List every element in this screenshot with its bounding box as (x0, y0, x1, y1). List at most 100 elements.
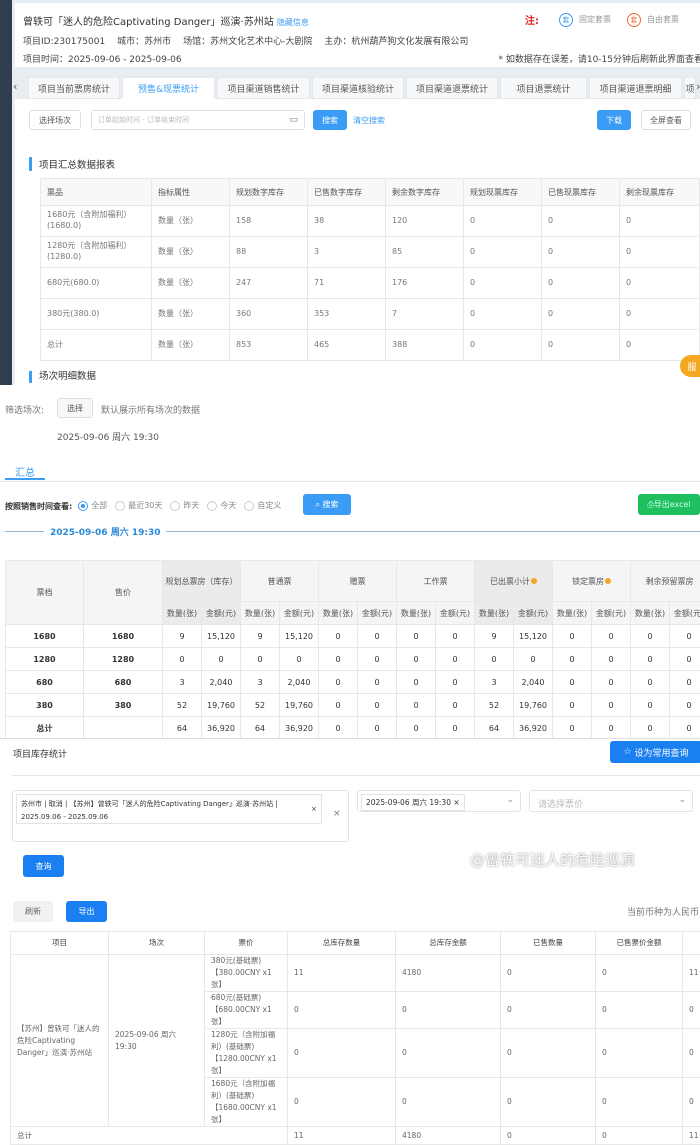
export-excel-button[interactable]: ⎙导出excel (638, 494, 700, 515)
session-select[interactable]: 2025-09-06 周六 19:30 × ⌄ (357, 790, 521, 812)
radio-icon (115, 501, 125, 511)
inventory-cell: 0 (288, 992, 396, 1029)
box-cell: 0 (592, 625, 631, 648)
clear-select-icon[interactable]: × (333, 809, 341, 819)
download-button[interactable]: 下载 (597, 110, 631, 130)
box-office-panel: 筛选场次: 选择 默认展示所有场次的数据 2025-09-06 周六 19:30… (0, 385, 700, 738)
radio-icon (170, 501, 180, 511)
subheader-cell: 金额(元) (280, 602, 319, 625)
sales-search-button[interactable]: ⌕ 搜索 (303, 494, 351, 515)
tab-0[interactable]: 项目当前票房统计 (28, 77, 120, 99)
data-warning: * 如数据存在误差，请10-15分钟后刷新此界面查看 (498, 52, 700, 65)
fullscreen-button[interactable]: 全屏查看 (641, 110, 691, 130)
inventory-cell: 0 (596, 955, 683, 992)
inventory-cell: 0 (596, 1029, 683, 1078)
box-cell: 380 (6, 694, 84, 717)
box-cell: 2,040 (202, 671, 241, 694)
remove-tag-icon[interactable]: × (311, 803, 317, 816)
inventory-cell: 0 (501, 1078, 596, 1127)
box-cell: 0 (358, 648, 397, 671)
box-cell: 52 (163, 694, 202, 717)
box-header-row: 票档售价规划总票房（库存）普通票赠票工作票已出票小计锁定票房剩余预留票房 (6, 561, 700, 602)
subheader-cell: 金额(元) (436, 602, 475, 625)
box-cell: 0 (436, 717, 475, 740)
radio-label: 最近30天 (128, 500, 162, 511)
summary-header-cell: 规划数字库存 (230, 179, 308, 206)
box-cell: 2,040 (514, 671, 553, 694)
radio-option-1[interactable]: 最近30天 (115, 500, 162, 511)
price-select[interactable]: 请选择票价 ⌄ (529, 790, 693, 812)
session-tag: 2025-09-06 周六 19:30 × (361, 794, 465, 811)
group-header-label: 赠票 (350, 577, 366, 586)
radio-label: 今天 (220, 500, 236, 511)
summary-header-cell: 已售数字库存 (308, 179, 386, 206)
summary-cell: 465 (308, 330, 386, 361)
tab-1[interactable]: 预售&现票统计 (122, 77, 215, 99)
summary-cell: 0 (464, 206, 542, 237)
box-cell: 0 (553, 671, 592, 694)
box-cell: 0 (397, 671, 436, 694)
box-cell: 0 (202, 648, 241, 671)
inventory-header-cell (683, 932, 700, 955)
inventory-cell: 1280元（含附加福利）(基础票)【1280.00CNY x1张】 (205, 1029, 288, 1078)
search-button[interactable]: 搜索 (313, 110, 347, 130)
inventory-header-cell: 场次 (109, 932, 205, 955)
tab-3[interactable]: 项目渠道核验统计 (312, 77, 404, 99)
box-cell: 0 (592, 694, 631, 717)
radio-option-2[interactable]: 昨天 (170, 500, 199, 511)
summary-cell: 0 (620, 268, 700, 299)
box-cell: 680 (6, 671, 84, 694)
inventory-header-cell: 总库存数量 (288, 932, 396, 955)
inventory-panel: 项目库存统计 ☆ 设为常用查询 苏州市 | 取消 | 【苏州】曾轶可「迷人的危险… (0, 738, 700, 1129)
tab-summary[interactable]: 汇总 (5, 464, 45, 480)
box-cell: 0 (436, 671, 475, 694)
export-excel-label: 导出excel (654, 499, 691, 510)
box-cell: 0 (319, 717, 358, 740)
refresh-button[interactable]: 刷新 (13, 901, 53, 922)
tab-2[interactable]: 项目渠道销售统计 (217, 77, 310, 99)
box-cell: 2,040 (280, 671, 319, 694)
order-date-range-input[interactable]: 订单起始时间 - 订单结束时间▭ (91, 110, 305, 130)
tabs-next-icon[interactable]: › (696, 80, 700, 93)
box-cell: 0 (397, 648, 436, 671)
tab-7[interactable]: 项 (684, 77, 696, 99)
star-icon: ☆ (624, 747, 635, 757)
session-select-button[interactable]: 选择 (57, 398, 93, 418)
radio-option-3[interactable]: 今天 (207, 500, 236, 511)
select-session-button[interactable]: 选择场次 (29, 110, 81, 130)
query-button[interactable]: 查询 (23, 855, 64, 877)
box-cell: 1280 (6, 648, 84, 671)
inventory-cell: 0 (596, 992, 683, 1029)
inventory-total-cell: 11 (288, 1127, 396, 1145)
box-cell: 15,120 (202, 625, 241, 648)
inventory-header-row: 项目场次票价总库存数量总库存金额已售数量已售票价金额 (11, 932, 700, 955)
radio-option-4[interactable]: 自定义 (244, 500, 281, 511)
box-cell: 0 (670, 671, 700, 694)
tab-5[interactable]: 项目退票统计 (500, 77, 587, 99)
inventory-header-cell: 已售票价金额 (596, 932, 683, 955)
group-header: 赠票 (319, 561, 397, 602)
hide-info-link[interactable]: 隐藏信息 (277, 18, 309, 27)
set-favorite-query-button[interactable]: ☆ 设为常用查询 (610, 741, 700, 763)
box-cell: 52 (241, 694, 280, 717)
session-heading: 2025-09-06 周六 19:30 (44, 525, 166, 538)
summary-cell: 0 (620, 299, 700, 330)
tab-4[interactable]: 项目渠道退票统计 (406, 77, 498, 99)
service-float-button[interactable]: 服 (680, 355, 700, 377)
clear-search-link[interactable]: 清空搜索 (353, 115, 385, 126)
export-button[interactable]: 导出 (66, 901, 107, 922)
summary-cell: 353 (308, 299, 386, 330)
project-id: 项目ID:230175001 (23, 34, 105, 47)
project-select[interactable]: 苏州市 | 取消 | 【苏州】曾轶可「迷人的危险Captivating Dang… (12, 790, 349, 842)
inventory-cell: 0 (596, 1078, 683, 1127)
summary-cell: 0 (542, 237, 620, 268)
tabs-prev-icon[interactable]: ‹ (13, 80, 17, 93)
chevron-down-icon: ⌄ (678, 795, 686, 805)
summary-header-cell: 已售现票库存 (542, 179, 620, 206)
calendar-icon: ▭ (289, 115, 298, 125)
tab-6[interactable]: 项目渠道退票明细 (589, 77, 682, 99)
radio-option-0[interactable]: 全部 (78, 500, 107, 511)
box-cell: 1280 (84, 648, 163, 671)
box-cell: 1680 (6, 625, 84, 648)
